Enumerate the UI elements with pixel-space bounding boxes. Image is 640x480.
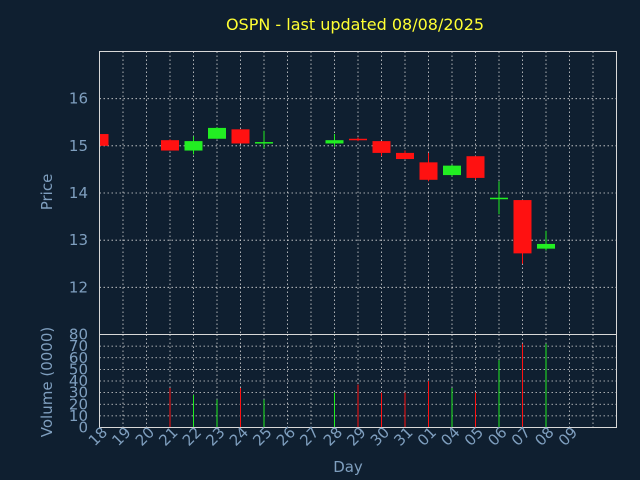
candle <box>372 141 391 157</box>
candle-body <box>443 165 461 176</box>
candle-body <box>208 127 226 139</box>
candle-body <box>349 138 367 141</box>
price-axis-label: Price <box>38 174 56 211</box>
volume-tick-label: 0 <box>78 419 88 437</box>
candle-body <box>490 197 508 200</box>
candle-body <box>231 129 250 144</box>
price-tick-label: 14 <box>69 184 88 202</box>
volume-tick-label: 60 <box>69 349 88 367</box>
candle-body <box>513 200 532 254</box>
candle-body <box>537 243 555 249</box>
candle <box>490 181 508 215</box>
candle-body <box>419 162 438 180</box>
volume-tick-label: 40 <box>69 372 88 390</box>
x-axis-label: Day <box>333 458 363 476</box>
candle <box>255 130 273 149</box>
candle <box>184 136 203 155</box>
candle <box>349 137 367 142</box>
candle <box>466 156 485 180</box>
candle <box>161 139 179 151</box>
volume-tick-label: 80 <box>69 326 88 344</box>
price-grid <box>99 51 617 335</box>
candle <box>325 134 344 147</box>
candle-body <box>161 140 179 151</box>
candle <box>99 134 109 146</box>
volume-tick-label: 70 <box>69 337 88 355</box>
candle <box>443 164 461 177</box>
price-tick-label: 15 <box>69 137 88 155</box>
candle <box>396 150 414 160</box>
volume-bars <box>169 343 547 428</box>
volume-tick-label: 30 <box>69 384 88 402</box>
price-axis-ticks: 12 13 14 15 16 <box>69 90 88 297</box>
price-tick-label: 13 <box>69 231 88 249</box>
chart-title: OSPN - last updated 08/08/2025 <box>226 15 484 34</box>
candle <box>231 129 250 144</box>
price-candles <box>99 126 555 264</box>
candle-body <box>325 140 344 144</box>
candle <box>208 126 226 139</box>
candle-body <box>466 156 485 178</box>
price-tick-label: 12 <box>69 278 88 296</box>
candle-body <box>99 134 109 146</box>
candle-body <box>396 152 414 160</box>
price-tick-label: 16 <box>69 90 88 108</box>
candle <box>419 152 438 182</box>
candle-body <box>255 142 273 144</box>
candle <box>537 230 555 251</box>
volume-tick-label: 10 <box>69 407 88 425</box>
candle-body <box>372 141 391 153</box>
candle-body <box>184 141 203 151</box>
volume-panel-frame <box>99 334 617 428</box>
volume-axis-label: Volume (0000) <box>38 327 56 437</box>
candle <box>513 200 532 264</box>
volume-tick-label: 20 <box>69 395 88 413</box>
volume-tick-label: 50 <box>69 360 88 378</box>
